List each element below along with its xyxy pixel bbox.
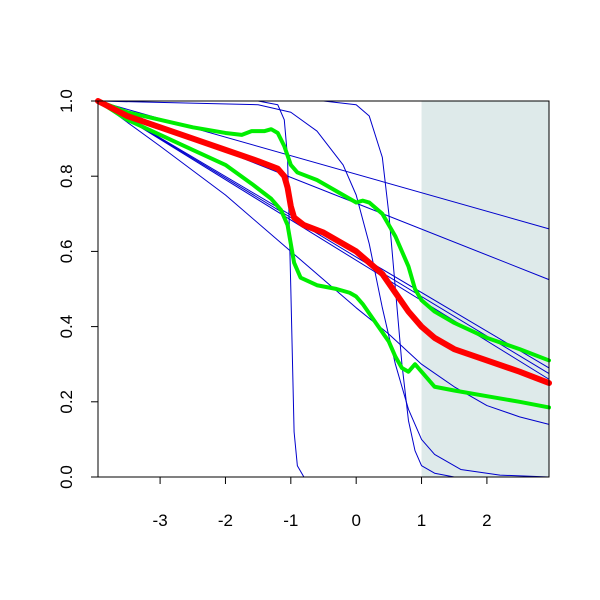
x-tick-label: 2 xyxy=(482,511,491,530)
series-line-1 xyxy=(97,100,550,478)
y-tick-label: 0.4 xyxy=(57,315,76,339)
series-line-7 xyxy=(97,100,550,375)
x-tick-label: -3 xyxy=(153,511,168,530)
series-layer xyxy=(95,98,552,478)
shaded-region xyxy=(421,101,549,477)
y-tick-label: 0.6 xyxy=(57,240,76,264)
series-line-2 xyxy=(97,100,550,478)
y-tick-label: 1.0 xyxy=(57,89,76,113)
x-tick-label: 0 xyxy=(351,511,360,530)
x-axis: -3 -2 -1 0 1 2 xyxy=(153,477,492,530)
series-line-12 xyxy=(95,98,552,386)
series-line-11 xyxy=(96,99,551,410)
y-tick-label: 0.8 xyxy=(57,164,76,188)
y-tick-label: 0.0 xyxy=(57,465,76,489)
shaded-region-layer xyxy=(421,101,549,477)
series-line-10 xyxy=(96,99,551,363)
x-tick-label: -2 xyxy=(218,511,233,530)
plot-frame xyxy=(97,100,550,478)
x-tick-label: -1 xyxy=(283,511,298,530)
series-line-9 xyxy=(97,100,550,425)
y-axis: 0.0 0.2 0.4 0.6 0.8 1.0 xyxy=(57,89,98,489)
y-tick-label: 0.2 xyxy=(57,390,76,414)
series-line-3 xyxy=(97,100,550,478)
x-tick-label: 1 xyxy=(417,511,426,530)
